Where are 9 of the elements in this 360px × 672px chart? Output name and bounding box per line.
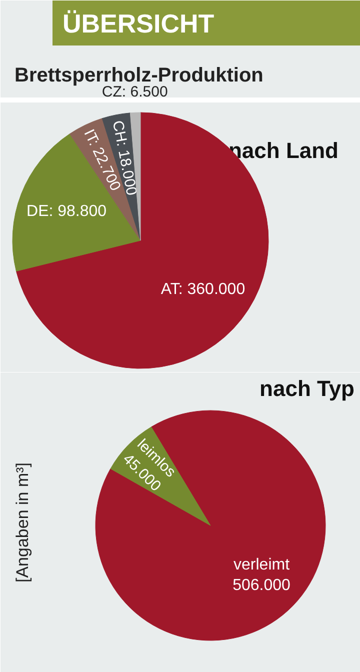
- data-label: 506.000: [232, 576, 291, 594]
- text: ÜBERSICHT: [62, 8, 214, 38]
- chart-title: Brettsperrholz-Produktion: [14, 64, 264, 86]
- slice-label: CZ: 6.500: [102, 84, 168, 101]
- chart-title: nach Typ: [260, 376, 355, 401]
- slice-label: DE: 98.800: [26, 203, 107, 220]
- slice-label: AT: 360.000: [160, 280, 246, 298]
- text: [Angaben in m³]: [13, 462, 32, 583]
- slice-label: verleimt: [234, 556, 290, 574]
